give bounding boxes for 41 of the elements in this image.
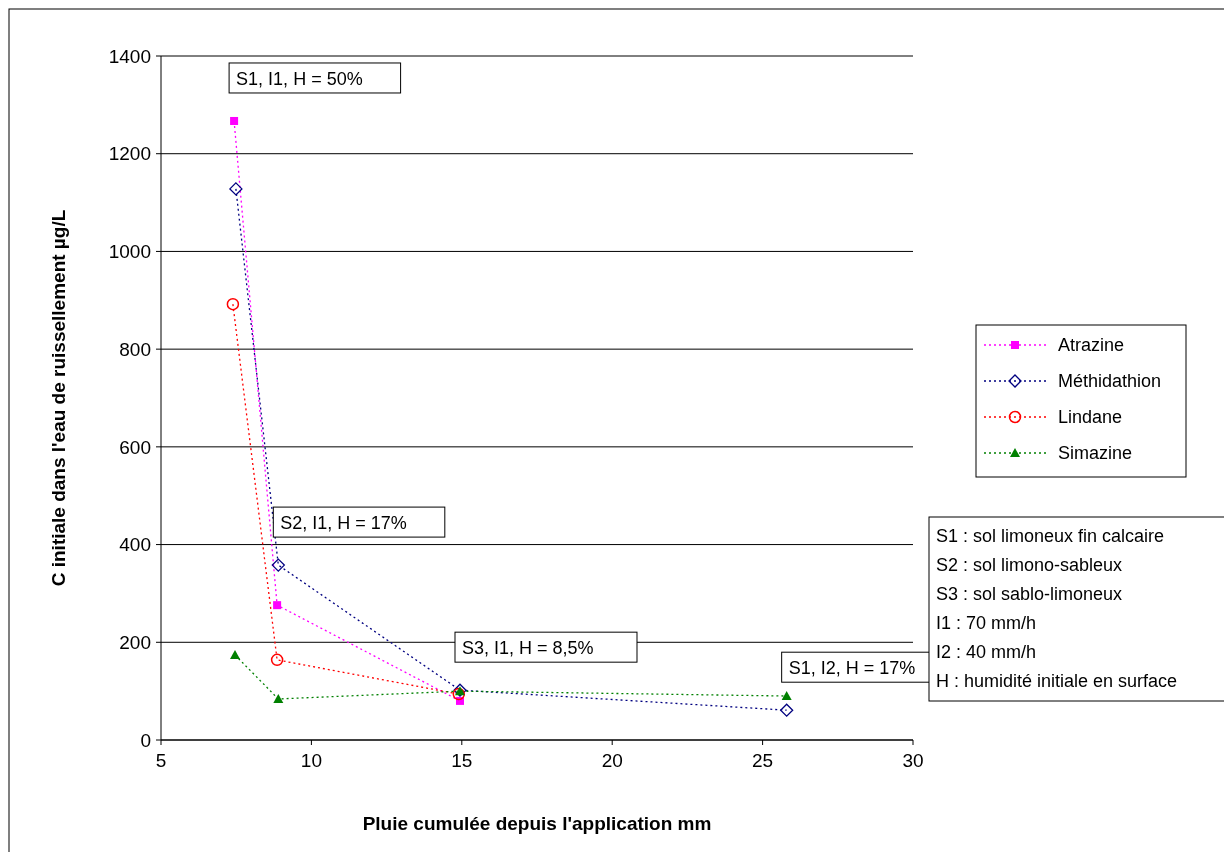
- point: [780, 703, 794, 717]
- annotation: S3, I1, H = 8,5%: [462, 638, 594, 659]
- legend-label: Simazine: [1058, 443, 1133, 464]
- text: S1 : sol limoneux fin calcaire: [936, 526, 1165, 546]
- point: [273, 601, 282, 610]
- y-tick-label: 1400: [108, 45, 151, 67]
- y-tick-label: 800: [119, 338, 151, 360]
- y-tick-label: 400: [119, 534, 151, 556]
- y-tick-label: 1200: [108, 143, 151, 165]
- x-tick-label: 30: [902, 750, 924, 771]
- y-tick-label: 200: [119, 631, 151, 653]
- x-tick-label: 20: [601, 750, 623, 771]
- point: [273, 693, 284, 703]
- y-tick-label: 600: [119, 436, 151, 458]
- text: I2 : 40 mm/h: [936, 642, 1037, 662]
- x-tick-label: 15: [451, 750, 473, 771]
- point: [230, 116, 239, 125]
- point: [229, 182, 243, 196]
- legend-label: Lindane: [1058, 407, 1123, 428]
- text: H : humidité initiale en surface: [936, 671, 1178, 691]
- text: I1 : 70 mm/h: [936, 613, 1037, 633]
- x-tick-label: 10: [300, 750, 322, 771]
- point: [781, 691, 792, 701]
- legend-label: Méthidathion: [1058, 371, 1162, 392]
- y-axis-title: C initiale dans l'eau de ruissellement µg/L: [48, 209, 69, 587]
- x-tick-label: 25: [752, 750, 774, 771]
- annotation: S1, I2, H = 17%: [788, 658, 916, 679]
- annotation: S2, I1, H = 17%: [280, 513, 407, 534]
- text: S2 : sol limono-sableux: [936, 555, 1123, 575]
- x-tick-label: 5: [155, 750, 167, 771]
- y-tick-label: 0: [140, 729, 151, 751]
- point: [452, 687, 466, 701]
- point: [226, 297, 240, 311]
- point: [271, 558, 285, 572]
- y-tick-label: 1000: [108, 241, 151, 263]
- legend-label: Atrazine: [1058, 335, 1125, 356]
- point: [270, 653, 284, 667]
- x-axis-title: Pluie cumulée depuis l'application mm: [362, 813, 712, 834]
- point: [230, 649, 240, 659]
- annotation: S1, I1, H = 50%: [236, 68, 363, 89]
- text: S3 : sol sablo-limoneux: [936, 584, 1123, 604]
